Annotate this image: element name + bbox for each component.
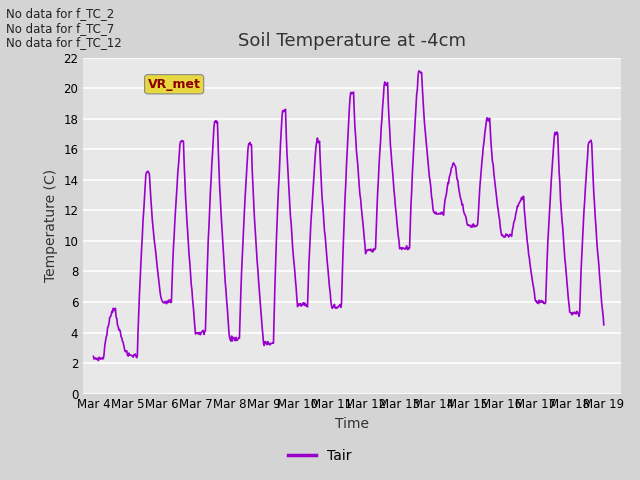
Legend: Tair: Tair [283,443,357,468]
Y-axis label: Temperature (C): Temperature (C) [44,169,58,282]
Text: VR_met: VR_met [148,78,200,91]
X-axis label: Time: Time [335,417,369,431]
Text: No data for f_TC_7: No data for f_TC_7 [6,22,115,35]
Text: No data for f_TC_12: No data for f_TC_12 [6,36,122,49]
Text: No data for f_TC_2: No data for f_TC_2 [6,7,115,20]
Title: Soil Temperature at -4cm: Soil Temperature at -4cm [238,33,466,50]
